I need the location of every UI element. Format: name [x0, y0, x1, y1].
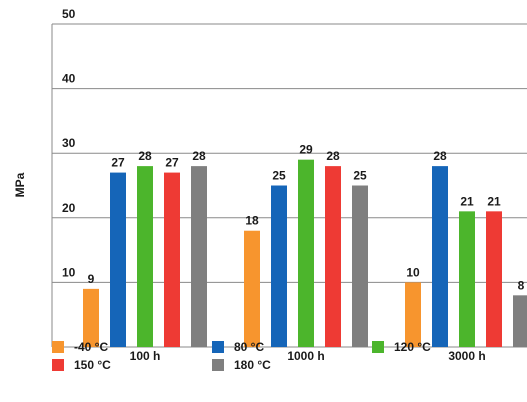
y-tick-label: 20 [62, 201, 76, 215]
data-label: 10 [406, 265, 420, 279]
bar [325, 166, 341, 347]
bar [405, 282, 421, 347]
data-label: 28 [433, 149, 447, 163]
data-label: 27 [111, 156, 125, 170]
bar [164, 172, 180, 347]
data-label: 18 [245, 214, 259, 228]
data-label: 29 [299, 143, 313, 157]
bar [191, 166, 207, 347]
data-label: 21 [460, 194, 474, 208]
y-tick-label: 10 [62, 265, 76, 279]
bar [432, 166, 448, 347]
data-label: 25 [272, 169, 286, 183]
x-axis-ticks: 100 h 1000 h 3000 h [130, 349, 486, 363]
y-axis-ticks: 10 20 30 40 50 [62, 7, 76, 279]
bars [83, 159, 527, 347]
data-label: 9 [88, 272, 95, 286]
bar [244, 230, 260, 347]
bar [513, 295, 527, 347]
x-tick-label: 3000 h [448, 349, 485, 363]
bar [298, 159, 314, 347]
bar [110, 172, 126, 347]
data-label: 28 [326, 149, 340, 163]
bar [137, 166, 153, 347]
data-label: 28 [138, 149, 152, 163]
bar [83, 288, 99, 347]
y-tick-label: 50 [62, 7, 76, 21]
data-label: 8 [518, 278, 525, 292]
y-axis-label: MPa [13, 172, 27, 197]
bar [486, 211, 502, 347]
y-tick-label: 40 [62, 72, 76, 86]
y-tick-label: 30 [62, 136, 76, 150]
bar [352, 185, 368, 347]
x-tick-label: 100 h [130, 349, 161, 363]
data-labels: 9 27 28 27 28 18 25 29 28 25 10 28 21 21 8 [88, 143, 525, 293]
data-label: 27 [165, 156, 179, 170]
data-label: 21 [487, 194, 501, 208]
bar [459, 211, 475, 347]
data-label: 25 [353, 169, 367, 183]
bar [271, 185, 287, 347]
x-tick-label: 1000 h [287, 349, 324, 363]
data-label: 28 [192, 149, 206, 163]
